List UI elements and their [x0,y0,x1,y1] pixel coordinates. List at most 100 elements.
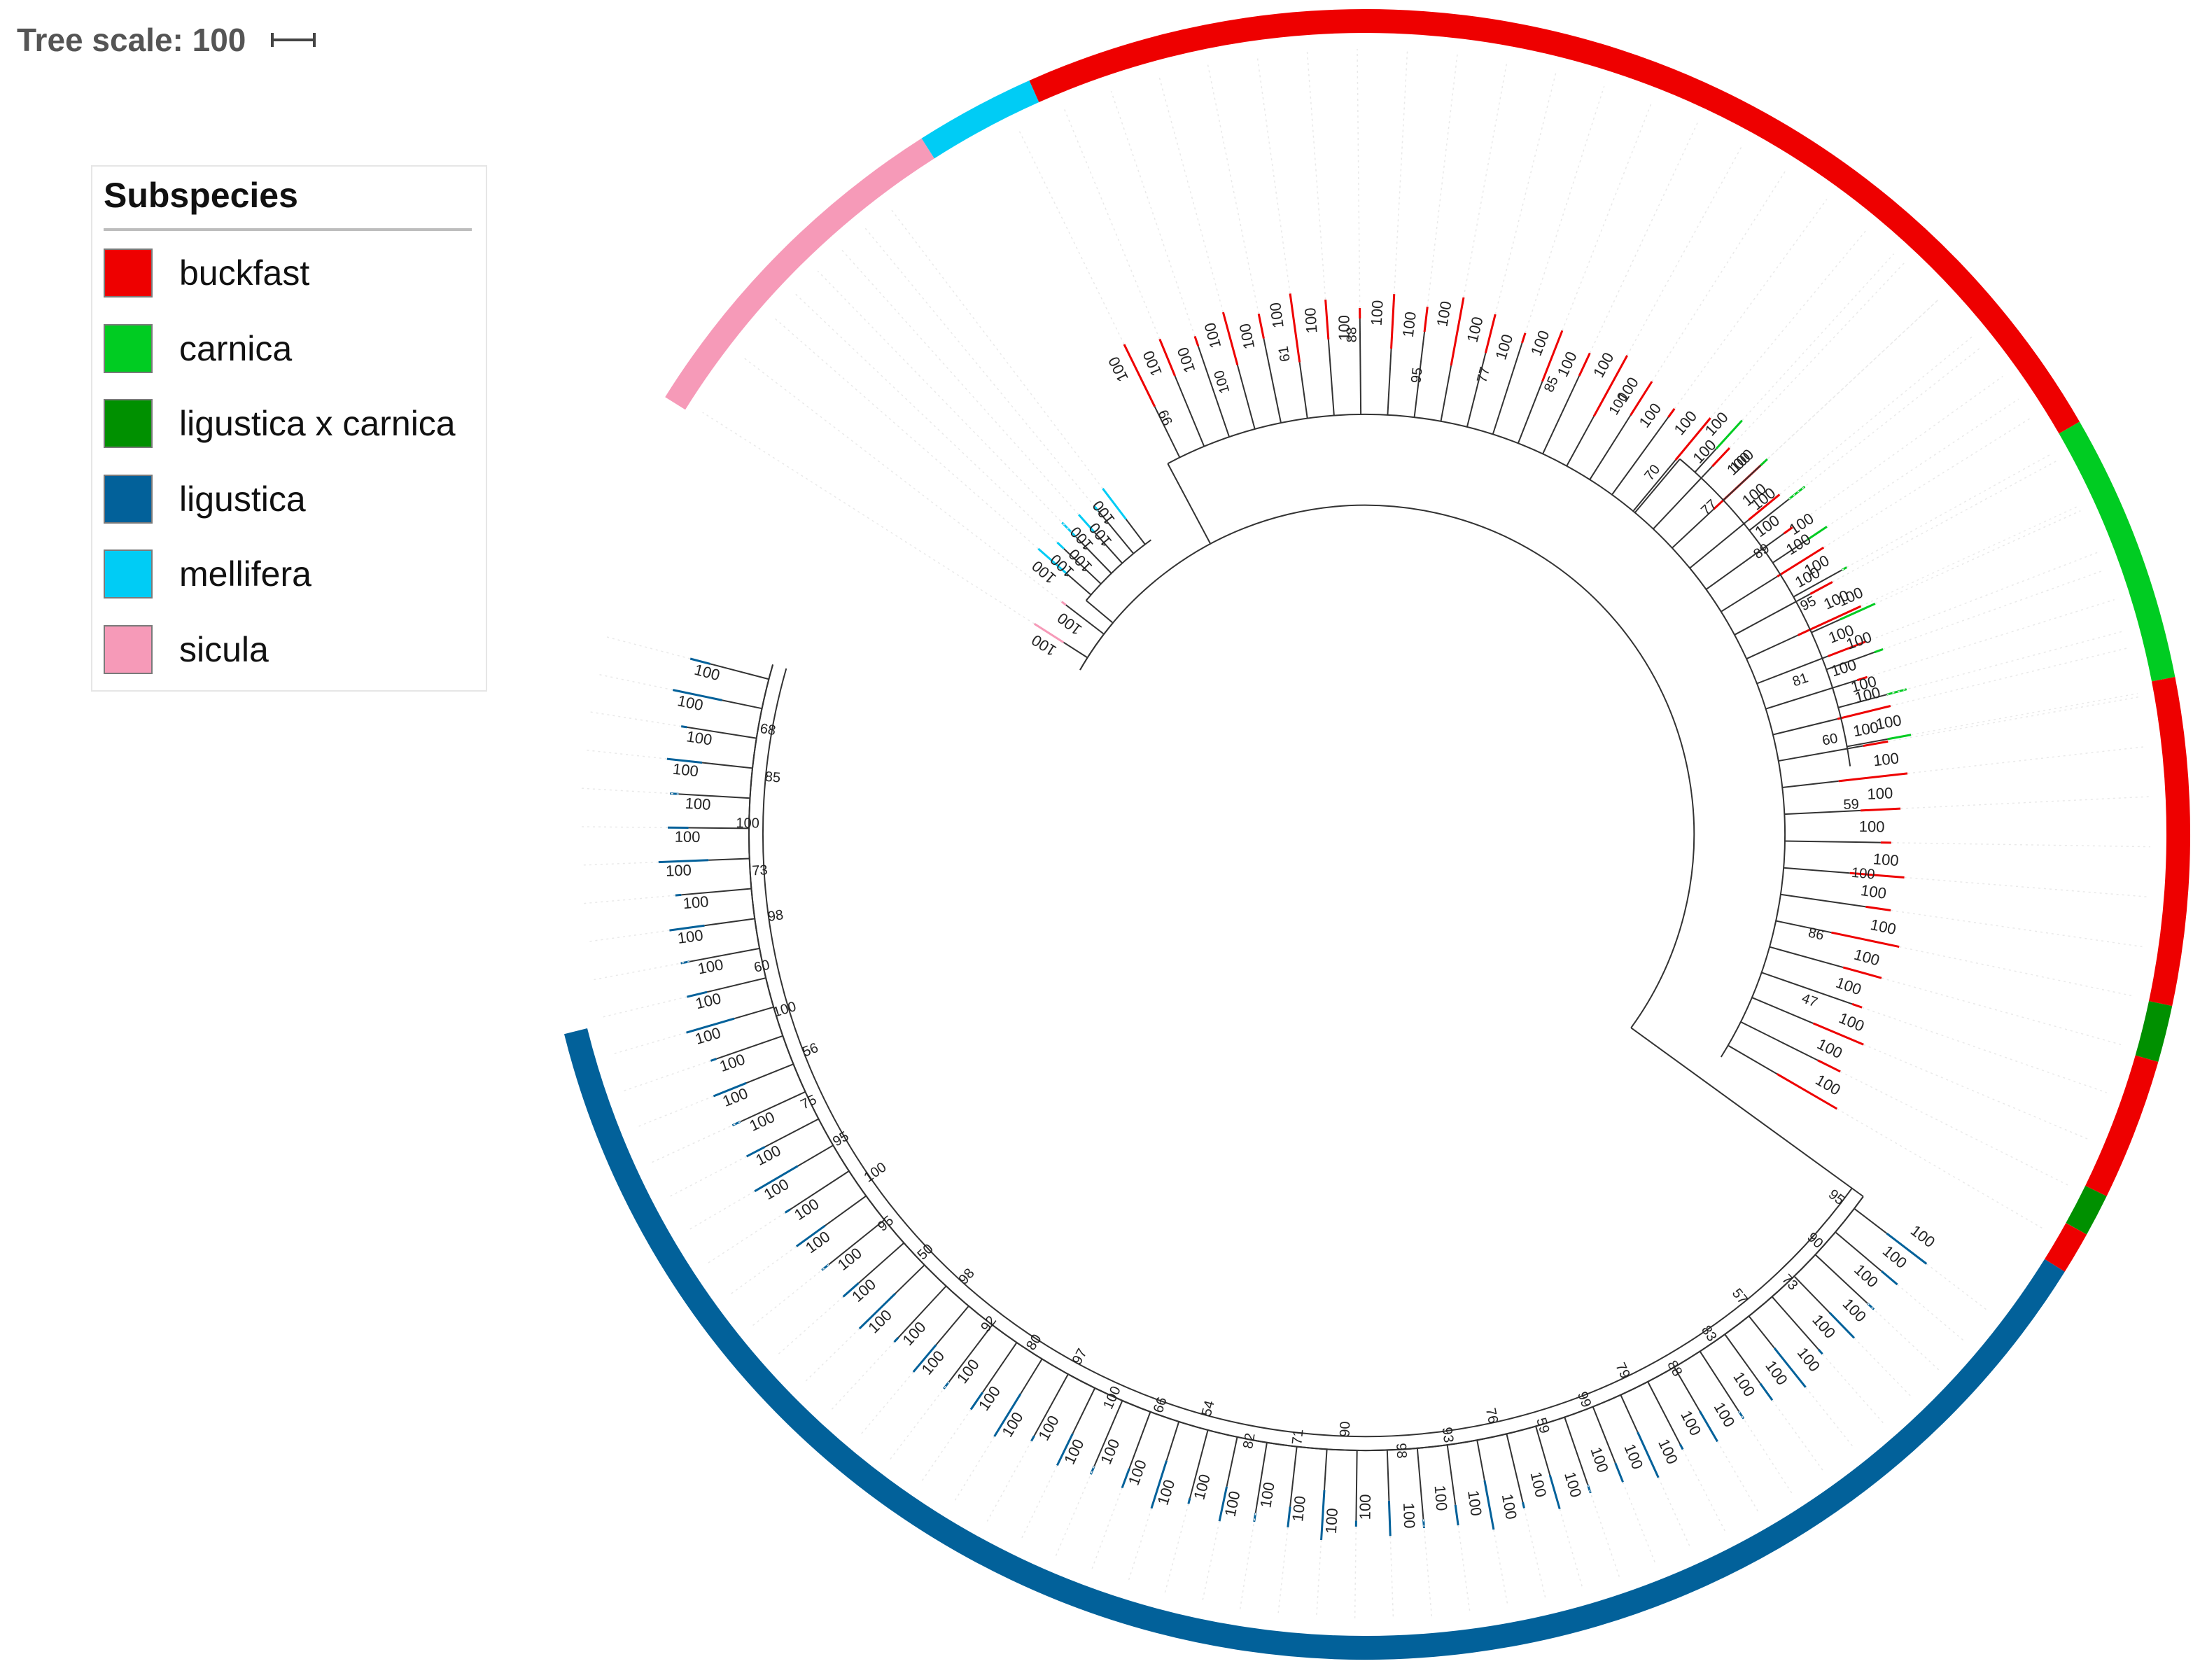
branch [797,1144,834,1167]
leaf-branch [713,1082,747,1098]
leaf-support-label: 100 [1140,348,1165,378]
branch [1067,573,1092,596]
legend-label: ligustica [179,479,306,519]
leaf-support-label: 100 [1670,407,1700,438]
branch [1756,655,1829,685]
leaf-guide [584,749,667,760]
leaf-branch [666,757,703,764]
leaf-guide [776,1296,844,1356]
leaf-branch [658,859,709,864]
leaf-branch [1842,966,1882,979]
leaf-support-label: 100 [1590,349,1618,380]
clade-backbone [1085,539,1151,601]
branch [1772,718,1838,736]
branch [1793,566,1847,598]
branch [1854,1208,1888,1234]
leaf-guide [589,711,682,727]
leaf-guide [1882,569,2105,650]
leaf-support-label: 100 [1879,1242,1910,1272]
leaf-branch [1121,1468,1130,1489]
leaf-support-label: 100 [685,727,713,748]
branch [1355,1450,1358,1521]
leaf-guide [1494,72,1557,315]
leaf-guide [1867,598,2115,678]
branch [943,1324,993,1390]
leaf-branch [1056,541,1065,550]
leaf-support-label: 100 [834,1244,865,1273]
leaf-support-label: 100 [1587,1445,1612,1475]
legend-swatch [104,248,153,298]
branch [708,858,750,861]
leaf-support-label: 100 [1621,1441,1647,1471]
internal-support-label: 88 [1344,327,1359,343]
leaf-branch [687,990,708,998]
leaf-support-label: 100 [1431,1485,1450,1512]
leaf-branch [1840,602,1876,621]
branch [1694,448,1717,473]
legend-label: carnica [179,328,293,368]
legend-item-ligustica: ligustica [104,472,306,526]
leaf-guide [889,1381,950,1460]
leaf-guide [1836,1108,2045,1230]
leaf-support-label: 100 [1492,332,1516,362]
ligustica-backbone-arc [748,664,1864,1451]
leaf-support-label: 100 [1813,1071,1844,1099]
branch [1090,1400,1123,1475]
clade-mellifera [773,208,1151,601]
leaf-guide [1020,1465,1058,1541]
legend-item-sicula: sicula [104,623,269,676]
branch [1063,641,1088,659]
internal-support-label: 73 [1779,1271,1800,1293]
legend-divider [104,228,472,231]
branch [1674,1366,1701,1412]
leaf-support-label: 100 [1035,1413,1063,1443]
leaf-guide [1201,1521,1220,1603]
branch [1724,1334,1761,1384]
root-backbone-arc [1079,504,1695,1028]
branch [1128,1411,1151,1469]
branch [1387,348,1392,415]
internal-support-label: 97 [1070,1346,1091,1367]
leaf-branch [1522,1502,1525,1508]
leaf-guide [1055,1466,1095,1557]
internal-support-label: 85 [764,769,781,786]
leaf-guide [1589,122,1698,354]
leaf-branch [784,1208,791,1214]
branch [1033,1373,1069,1436]
internal-support-label: 59 [1843,797,1859,813]
leaf-branch [1218,1486,1228,1522]
leaf-guide [1875,510,2081,605]
branch [1592,1406,1616,1464]
leaf-support-label: 100 [864,1306,895,1337]
leaf-guide [1881,977,2122,1046]
ring-segment-buckfast [2148,677,2191,1007]
branch [1094,531,1123,564]
leaf-branch [689,657,711,665]
leaf-guide [1063,108,1161,340]
leaf-guide [1682,1449,1726,1533]
branch [1721,575,1778,612]
leaf-support-label: 100 [998,1409,1027,1440]
leaf-branch [1078,514,1095,533]
branch [821,1219,885,1271]
leaf-guide [668,1156,747,1198]
leaf-branch [1484,314,1497,354]
branch [1772,539,1808,564]
branch [981,1342,1018,1393]
internal-support-label: 98 [766,907,784,925]
leaf-support-label: 100 [953,1356,983,1387]
leaf-guide [1788,346,1982,500]
leaf-guide [1627,145,1743,356]
leaf-support-label: 100 [692,661,722,684]
leaf-guide [1354,1526,1357,1620]
leaf-support-label: 100 [802,1228,833,1257]
leaf-support-label: 100 [1464,1490,1485,1518]
leaf-guide [741,356,1063,603]
branch [1165,1421,1180,1461]
leaf-guide [890,208,1104,489]
leaf-support-label: 100 [1399,311,1420,338]
branch [1780,893,1866,908]
branch [1566,416,1595,467]
leaf-guide [1315,1540,1322,1618]
leaf-support-label: 100 [720,1084,750,1110]
